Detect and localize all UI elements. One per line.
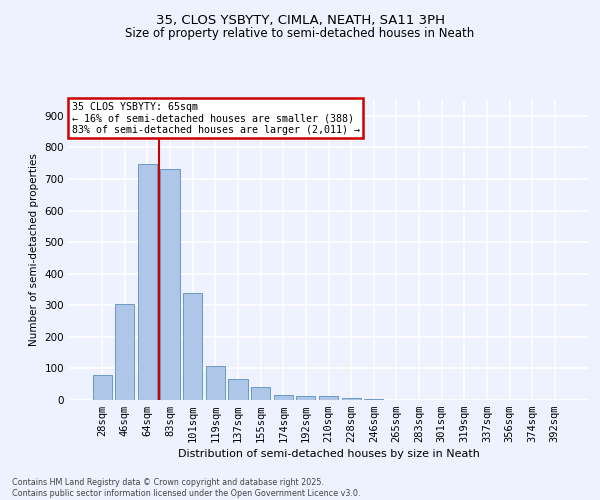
Bar <box>296 396 316 400</box>
Bar <box>319 396 338 400</box>
Text: Size of property relative to semi-detached houses in Neath: Size of property relative to semi-detach… <box>125 28 475 40</box>
Bar <box>160 170 180 400</box>
Bar <box>274 396 293 400</box>
Y-axis label: Number of semi-detached properties: Number of semi-detached properties <box>29 154 39 346</box>
Bar <box>92 374 112 400</box>
Text: 35 CLOS YSBYTY: 65sqm
← 16% of semi-detached houses are smaller (388)
83% of sem: 35 CLOS YSBYTY: 65sqm ← 16% of semi-deta… <box>71 102 359 134</box>
Bar <box>115 304 134 400</box>
X-axis label: Distribution of semi-detached houses by size in Neath: Distribution of semi-detached houses by … <box>178 450 479 460</box>
Bar <box>138 164 157 400</box>
Text: 35, CLOS YSBYTY, CIMLA, NEATH, SA11 3PH: 35, CLOS YSBYTY, CIMLA, NEATH, SA11 3PH <box>155 14 445 27</box>
Bar <box>206 366 225 400</box>
Bar <box>251 388 270 400</box>
Bar <box>229 378 248 400</box>
Bar <box>364 399 383 400</box>
Bar <box>341 398 361 400</box>
Text: Contains HM Land Registry data © Crown copyright and database right 2025.
Contai: Contains HM Land Registry data © Crown c… <box>12 478 361 498</box>
Bar <box>183 292 202 400</box>
